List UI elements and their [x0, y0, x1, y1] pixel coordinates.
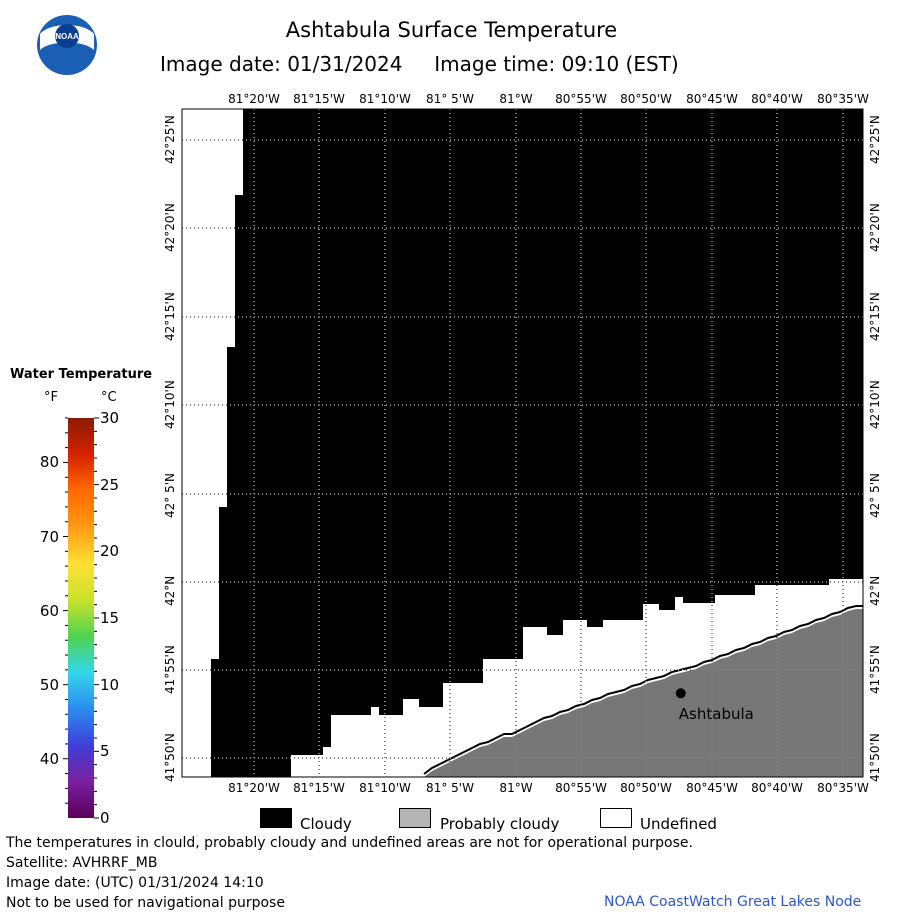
celsius-tick-label: 30	[100, 409, 120, 427]
celsius-tick-label: 10	[100, 675, 120, 694]
noaa-logo-sky	[55, 24, 79, 48]
longitude-label: 80°55'W	[555, 92, 607, 106]
longitude-label: 80°50'W	[620, 781, 672, 795]
latitude-label: 42°15'N	[163, 292, 177, 341]
cloud-area	[211, 109, 863, 777]
noaa-logo: NOAA	[37, 15, 97, 75]
unit-celsius: °C	[101, 390, 117, 405]
latitude-label: 41°55'N	[868, 645, 882, 694]
key-swatch-cloudy	[260, 808, 292, 828]
latitude-label: 41°50'N	[868, 733, 882, 782]
colorbar-ticks	[63, 417, 99, 819]
ashtabula-marker[interactable]	[675, 688, 686, 699]
image-time-value: 09:10 (EST)	[561, 52, 679, 76]
celsius-tick-label: 15	[100, 609, 120, 627]
navigation-warning: Not to be used for navigational purpose	[6, 895, 285, 911]
longitude-label: 80°35'W	[817, 781, 869, 795]
land-area	[424, 609, 863, 777]
fahrenheit-tick-label: 60	[39, 601, 59, 620]
longitude-label: 80°45'W	[686, 92, 738, 106]
latitude-label: 42° 5'N	[163, 473, 177, 518]
key-swatch-undefined	[600, 808, 632, 828]
longitude-label: 81° 5'W	[426, 92, 474, 106]
latitude-label: 41°55'N	[163, 645, 177, 694]
latitude-label: 42°N	[163, 575, 177, 606]
latitude-label: 42°15'N	[868, 292, 882, 341]
latitude-label: 42°10'N	[868, 380, 882, 429]
image-date-time: Image date: 01/31/2024 Image time: 09:10…	[160, 52, 679, 76]
longitude-label: 80°50'W	[620, 92, 672, 106]
unit-fahrenheit: °F	[44, 390, 58, 405]
fahrenheit-tick-label: 70	[39, 527, 59, 546]
longitude-label: 80°35'W	[817, 92, 869, 106]
fahrenheit-tick-label: 80	[39, 453, 59, 472]
utc-date-text: Image date: (UTC) 01/31/2024 14:10	[6, 875, 264, 891]
celsius-tick-label: 5	[100, 742, 110, 761]
key-label-undefined: Undefined	[640, 815, 717, 833]
disclaimer-text: The temperatures in clould, probably clo…	[6, 835, 693, 851]
latitude-label: 42°10'N	[163, 380, 177, 429]
image-time-label: Image time:	[434, 52, 556, 76]
noaa-logo-text: NOAA	[55, 32, 79, 41]
map-title: Ashtabula Surface Temperature	[285, 18, 618, 42]
longitude-label: 80°40'W	[751, 92, 803, 106]
latitude-label: 42°N	[868, 575, 882, 606]
longitude-label: 81°15'W	[293, 781, 345, 795]
longitude-label: 80°55'W	[555, 781, 607, 795]
key-label-probably-cloudy: Probably cloudy	[440, 815, 560, 833]
city-label: Ashtabula	[678, 705, 754, 724]
latitude-label: 41°50'N	[163, 733, 177, 782]
credit-link[interactable]: NOAA CoastWatch Great Lakes Node	[604, 894, 862, 910]
shoreline	[423, 605, 863, 775]
longitude-label: 81°10'W	[359, 92, 411, 106]
longitude-label: 81°W	[499, 781, 533, 795]
longitude-label: 81°W	[499, 92, 533, 106]
key-label-cloudy: Cloudy	[300, 815, 352, 833]
longitude-label: 81°10'W	[359, 781, 411, 795]
temperature-colorbar	[68, 418, 94, 818]
latitude-label: 42°20'N	[868, 203, 882, 252]
map-frame	[181, 108, 864, 778]
longitude-label: 81°20'W	[228, 781, 280, 795]
latitude-label: 42°25'N	[868, 115, 882, 164]
celsius-tick-label: 0	[100, 809, 110, 827]
legend-title: Water Temperature	[10, 367, 153, 382]
image-date-value: 01/31/2024	[287, 52, 403, 76]
latitude-label: 42°20'N	[163, 203, 177, 252]
celsius-tick-label: 25	[100, 475, 120, 494]
fahrenheit-tick-label: 50	[39, 675, 59, 694]
longitude-label: 81°15'W	[293, 92, 345, 106]
latitude-label: 42°25'N	[163, 115, 177, 164]
latitude-label: 42° 5'N	[868, 473, 882, 518]
key-swatch-probably-cloudy	[399, 808, 431, 828]
satellite-text: Satellite: AVHRRF_MB	[6, 855, 158, 871]
fahrenheit-tick-label: 40	[39, 749, 59, 768]
celsius-tick-label: 20	[100, 542, 120, 561]
image-date-label: Image date:	[160, 52, 281, 76]
longitude-label: 80°45'W	[686, 781, 738, 795]
graticule	[182, 109, 863, 777]
longitude-label: 80°40'W	[751, 781, 803, 795]
longitude-label: 81°20'W	[228, 92, 280, 106]
longitude-label: 81° 5'W	[426, 781, 474, 795]
